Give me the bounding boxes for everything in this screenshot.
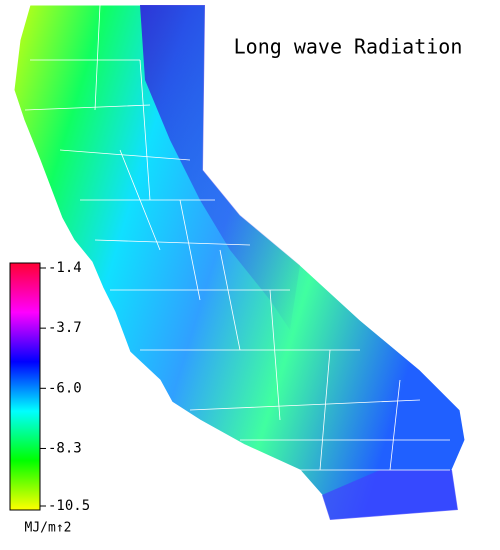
colorbar-tick-label: -1.4 bbox=[48, 260, 82, 276]
colorbar-tick-label: -10.5 bbox=[48, 498, 90, 514]
colorbar-tick-label: -3.7 bbox=[48, 320, 82, 336]
colorbar-tick-label: -6.0 bbox=[48, 380, 82, 396]
state-shape bbox=[13, 4, 466, 521]
county-lines bbox=[24, 4, 450, 471]
map-title: Long wave Radiation bbox=[234, 35, 463, 59]
colorbar: -1.4 -3.7 -6.0 -8.3 -10.5 bbox=[9, 260, 90, 514]
california-map bbox=[13, 4, 466, 521]
southeast-band bbox=[322, 470, 458, 520]
colorbar-ramp bbox=[9, 262, 41, 511]
colorbar-tick-label: -8.3 bbox=[48, 440, 82, 456]
unit-label: MJ/m↑2 bbox=[25, 521, 72, 536]
sierra-band bbox=[140, 5, 300, 330]
